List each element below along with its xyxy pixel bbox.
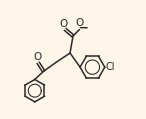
Text: Cl: Cl	[106, 62, 115, 72]
Text: O: O	[76, 18, 84, 28]
Text: O: O	[33, 52, 42, 62]
Text: O: O	[59, 19, 67, 29]
